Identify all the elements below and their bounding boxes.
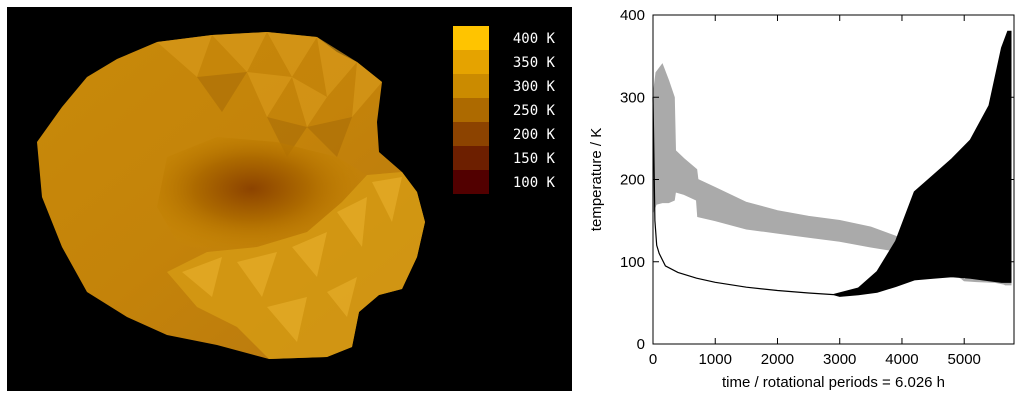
temperature-chart: 0 1000 2000 3000 4000 5000 0 100 200 300 400 time…: [580, 0, 1017, 395]
asteroid-facets-upper: [157, 32, 382, 127]
legend-swatch: [453, 122, 489, 146]
asteroid-shape-render: 400 K 350 K 300 K 250 K 200 K 150 K 100 K: [37, 26, 556, 359]
legend-label: 250 K: [513, 103, 556, 119]
legend-label: 400 K: [513, 31, 556, 47]
legend-label: 100 K: [513, 175, 556, 191]
x-tick-label: 5000: [948, 351, 981, 368]
legend-swatch: [453, 50, 489, 74]
x-tick-label: 2000: [761, 351, 794, 368]
legend-swatch: [453, 74, 489, 98]
y-tick-label: 300: [620, 89, 645, 106]
temperature-legend: 400 K 350 K 300 K 250 K 200 K 150 K 100 K: [453, 26, 556, 194]
y-tick-label: 200: [620, 172, 645, 189]
legend-swatch: [453, 98, 489, 122]
asteroid-facets-shadow: [197, 72, 352, 157]
x-axis-ticks: 0 1000 2000 3000 4000 5000: [649, 15, 981, 368]
legend-label: 300 K: [513, 79, 556, 95]
legend-swatch: [453, 170, 489, 194]
x-tick-label: 0: [649, 351, 657, 368]
x-axis-title: time / rotational periods = 6.026 h: [722, 374, 945, 391]
y-tick-label: 100: [620, 254, 645, 271]
series-band-black: [652, 30, 1012, 297]
y-axis-ticks: 0 100 200 300 400: [620, 7, 1014, 353]
legend-label: 150 K: [513, 151, 556, 167]
x-tick-label: 3000: [823, 351, 856, 368]
y-axis-title: temperature / K: [588, 128, 605, 231]
legend-label: 350 K: [513, 55, 556, 71]
x-tick-label: 1000: [699, 351, 732, 368]
rim-facets: [182, 177, 402, 342]
legend-swatch: [453, 146, 489, 170]
legend-label: 200 K: [513, 127, 556, 143]
series-band-gray: [652, 63, 1012, 286]
asteroid-temperature-map: 400 K 350 K 300 K 250 K 200 K 150 K 100 K: [7, 7, 572, 391]
y-tick-label: 400: [620, 7, 645, 24]
crater-region: [157, 137, 367, 252]
x-tick-label: 4000: [885, 351, 918, 368]
temperature-time-plot: 0 1000 2000 3000 4000 5000 0 100 200 300 400 time…: [588, 7, 1015, 391]
y-tick-label: 0: [637, 336, 645, 353]
series-bands: [652, 30, 1012, 297]
legend-swatch: [453, 26, 489, 50]
